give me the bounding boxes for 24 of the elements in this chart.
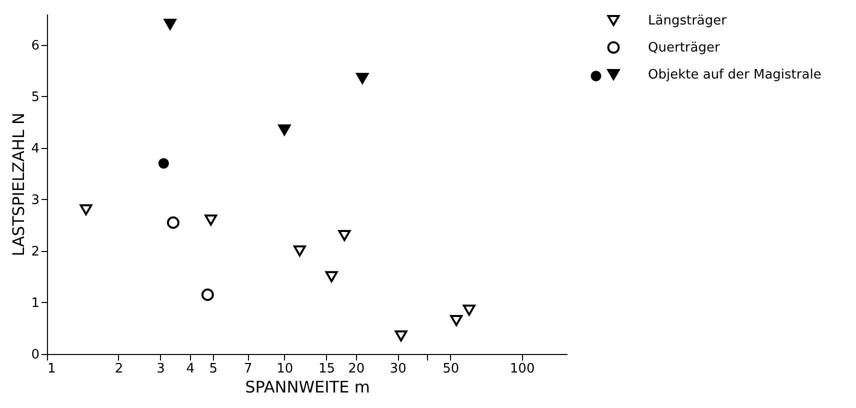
x-tick-label: 7: [244, 362, 252, 376]
x-tick-label: 20: [348, 362, 365, 376]
x-axis-title: SPANNWEITE m: [245, 378, 370, 396]
x-tick-label: 10: [276, 362, 294, 376]
y-tick-label: 3: [31, 192, 40, 208]
y-tick-label: 5: [31, 90, 40, 105]
x-tick-label: 1: [48, 362, 56, 376]
y-tick-label: 6: [31, 38, 40, 54]
y-tick-label: 1: [31, 296, 40, 311]
legend-label: Querträger: [648, 40, 720, 56]
x-tick-label: 5: [209, 362, 218, 376]
y-tick-label: 4: [31, 141, 40, 156]
x-tick-label: 100: [510, 362, 535, 376]
x-tick-label: 2: [114, 362, 124, 376]
x-tick-label: 3: [156, 362, 165, 376]
x-tick-label: 15: [318, 362, 335, 376]
y-tick-label: 2: [31, 244, 40, 260]
x-tick-label: 4: [186, 362, 195, 376]
x-tick-label: 50: [442, 362, 460, 376]
legend-label: Längsträger: [648, 14, 728, 28]
x-tick-label: 30: [390, 362, 406, 376]
y-axis-title: LASTSPIELZAHL N: [9, 112, 28, 256]
y-tick-label: 0: [31, 348, 40, 362]
legend-label: Objekte auf der Magistrale: [648, 68, 822, 82]
